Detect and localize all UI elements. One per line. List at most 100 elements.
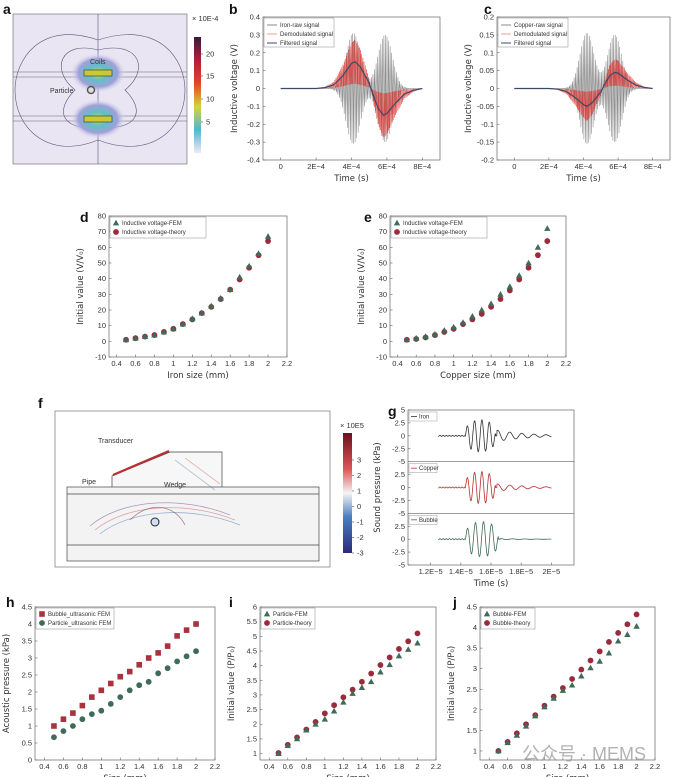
data-point [284,742,291,749]
data-point [170,325,177,332]
y-tick-label: 30 [98,290,106,299]
y-tick-label: 0.05 [479,66,494,75]
x-tick-label: 2E−5 [542,567,560,576]
panel-letter-g: g [388,403,397,419]
data-point [189,315,196,322]
data-point [534,244,542,250]
y-tick-label: 20 [98,306,106,315]
y-tick-label: 4 [473,623,477,632]
x-axis-label: Size (mm) [103,774,146,777]
legend-box [109,216,207,239]
data-point [569,676,576,682]
data-point [358,684,366,691]
data-point [122,336,130,343]
coils-label: Coils [90,59,106,66]
x-tick-label: 2.2 [210,762,220,771]
y-tick-label: -0.1 [481,120,494,129]
panel-letter-d: d [80,209,89,225]
x-tick-label: 0.6 [283,762,293,771]
legend-marker [39,620,45,626]
x-axis-label: Iron size (mm) [167,371,228,381]
pipe-wall [66,486,320,562]
data-point [141,333,149,340]
colorbar-tick-label: 15 [206,72,214,81]
y-tick-label: -5 [398,509,405,518]
x-tick-label: 2 [545,359,549,368]
data-point [559,687,567,693]
y-tick-label: 0 [256,84,260,93]
data-point [117,694,124,700]
y-tick-label: -2.5 [392,444,405,453]
x-tick-label: 0.6 [130,359,140,368]
x-tick-label: 1.6 [225,359,235,368]
legend-box [390,216,488,239]
y-tick-label: 0 [28,756,32,765]
data-point [60,716,67,722]
x-tick-label: 1.8E−5 [509,567,533,576]
colorbar-f-title: × 10E5 [340,421,364,430]
x-tick-label: 1.4 [357,762,367,771]
y-tick-label: 60 [98,243,106,252]
data-point [349,690,356,696]
panel-a: a Coils Particle × 10E-4 20 15 10 5 [3,1,218,165]
legend-box [497,17,569,48]
x-tick-label: 1 [452,359,456,368]
legend-label: Inductive voltage-FEM [403,221,463,227]
data-point [414,630,421,637]
data-point [155,670,162,677]
x-tick-label: 8E−4 [413,162,431,171]
x-tick-label: 0 [279,162,283,171]
data-point [587,664,594,671]
data-point [98,687,105,694]
y-tick-label: 0 [383,337,387,346]
data-point [568,681,576,688]
legend-label: Filtered signal [280,41,317,47]
panel-letter-j: j [452,594,457,610]
data-point [515,272,523,278]
data-point [217,294,224,301]
y-tick-label: 5 [401,406,405,415]
y-tick-label: -0.15 [477,138,494,147]
y-tick-label: 4.5 [467,603,477,612]
y-tick-label: 3 [253,690,257,699]
data-point [532,712,539,719]
data-point [126,687,133,694]
x-axis-label: Size (mm) [326,774,369,777]
data-point [606,639,612,645]
y-tick-label: -10 [376,353,387,362]
data-point [535,252,541,259]
y-tick-label: -0.4 [247,156,260,165]
transducer-label: Transducer [98,438,134,445]
y-tick-label: 0.5 [22,739,32,748]
data-point [132,334,139,341]
x-tick-label: 1 [99,762,103,771]
legend-marker [112,219,120,226]
legend-box [408,515,438,525]
data-point [155,650,161,656]
y-axis-label: Inductive voltage (V) [230,44,240,133]
y-tick-label: 10 [98,321,106,330]
legend-box [408,411,438,422]
data-point [358,678,365,685]
filtered-signal-line [280,60,423,117]
y-tick-label: 0 [490,84,494,93]
y-tick-label: 0.4 [250,13,260,22]
x-tick-label: 0.4 [39,762,49,771]
data-point [126,668,133,675]
data-point [614,637,622,644]
data-point [413,334,420,341]
x-tick-label: 0.6 [411,359,421,368]
y-tick-label: -0.2 [481,156,494,165]
lower-coil [83,115,113,123]
data-point [107,701,114,707]
x-tick-label: 1.4 [206,359,216,368]
data-point [136,662,143,668]
y-tick-label: -0.2 [247,120,260,129]
data-point [293,735,301,742]
x-tick-label: 0.8 [77,762,87,771]
x-tick-label: 1.2 [187,359,197,368]
y-tick-label: 0 [102,337,106,346]
data-point [459,319,467,325]
chart-c: c 0 2E−4 4E−4 6E−4 8E−4 Time (s) Inductive volt… [464,1,671,184]
legend-label: Filtered signal [514,41,551,47]
